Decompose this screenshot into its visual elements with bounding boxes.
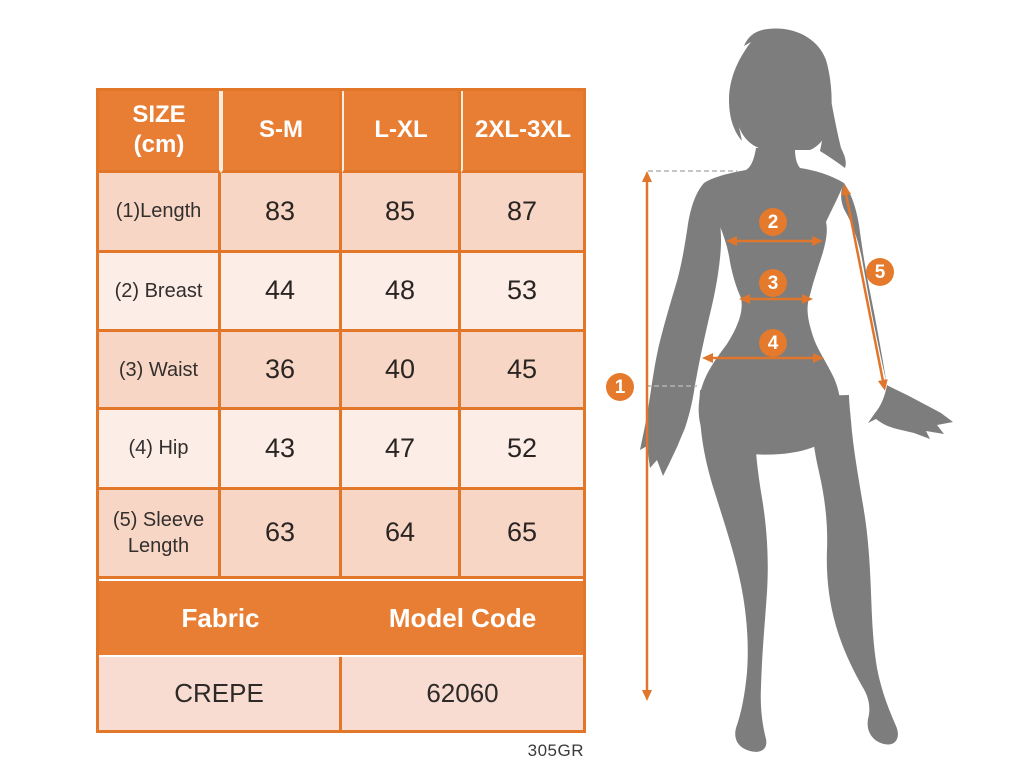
value-cell: 65 xyxy=(461,489,583,579)
col-header-sm: S-M xyxy=(221,91,342,173)
value-cell: 43 xyxy=(221,409,342,490)
col-header-2xl3xl: 2XL-3XL xyxy=(461,91,583,173)
value-cell: 53 xyxy=(461,252,583,333)
value-cell: 45 xyxy=(461,332,583,410)
table-row: (5) Sleeve Length 63 64 65 xyxy=(99,489,583,579)
fabric-value: CREPE xyxy=(99,657,342,730)
row-label-sleeve-length: (5) Sleeve Length xyxy=(99,489,221,579)
value-cell: 48 xyxy=(342,252,461,333)
size-header-line2: (cm) xyxy=(133,131,185,159)
value-cell: 36 xyxy=(221,332,342,410)
value-cell: 87 xyxy=(461,172,583,253)
fabric-header: Fabric xyxy=(99,578,342,658)
table-footer-value-row: CREPE 62060 xyxy=(99,657,583,730)
table-row: (1)Length 83 85 87 xyxy=(99,172,583,253)
value-cell: 44 xyxy=(221,252,342,333)
marker-3-badge: 3 xyxy=(759,269,787,297)
table-row: (2) Breast 44 48 53 xyxy=(99,252,583,333)
size-chart-table: SIZE (cm) S-M L-XL 2XL-3XL (1)Length 83 … xyxy=(96,88,586,733)
sleeve-arrow-5 xyxy=(841,184,888,391)
row-label-breast: (2) Breast xyxy=(99,252,221,333)
model-code-header: Model Code xyxy=(342,578,583,658)
value-cell: 85 xyxy=(342,172,461,253)
size-header-line1: SIZE xyxy=(132,101,186,129)
size-cm-header: SIZE (cm) xyxy=(99,91,221,173)
value-cell: 40 xyxy=(342,332,461,410)
row-label-length: (1)Length xyxy=(99,172,221,253)
table-header-row: SIZE (cm) S-M L-XL 2XL-3XL xyxy=(99,91,583,173)
table-row: (4) Hip 43 47 52 xyxy=(99,409,583,490)
row-label-hip: (4) Hip xyxy=(99,409,221,490)
col-header-lxl: L-XL xyxy=(342,91,461,173)
value-cell: 52 xyxy=(461,409,583,490)
marker-4-badge: 4 xyxy=(759,329,787,357)
value-cell: 47 xyxy=(342,409,461,490)
row-label-waist: (3) Waist xyxy=(99,332,221,410)
table-footer-header-row: Fabric Model Code xyxy=(99,578,583,658)
marker-2-badge: 2 xyxy=(759,208,787,236)
product-code-note: 305GR xyxy=(527,741,584,760)
value-cell: 63 xyxy=(221,489,342,579)
marker-5-badge: 5 xyxy=(866,258,894,286)
woman-silhouette xyxy=(640,28,953,752)
model-code-value: 62060 xyxy=(342,657,583,730)
value-cell: 64 xyxy=(342,489,461,579)
value-cell: 83 xyxy=(221,172,342,253)
marker-1-badge: 1 xyxy=(606,373,634,401)
table-row: (3) Waist 36 40 45 xyxy=(99,332,583,410)
